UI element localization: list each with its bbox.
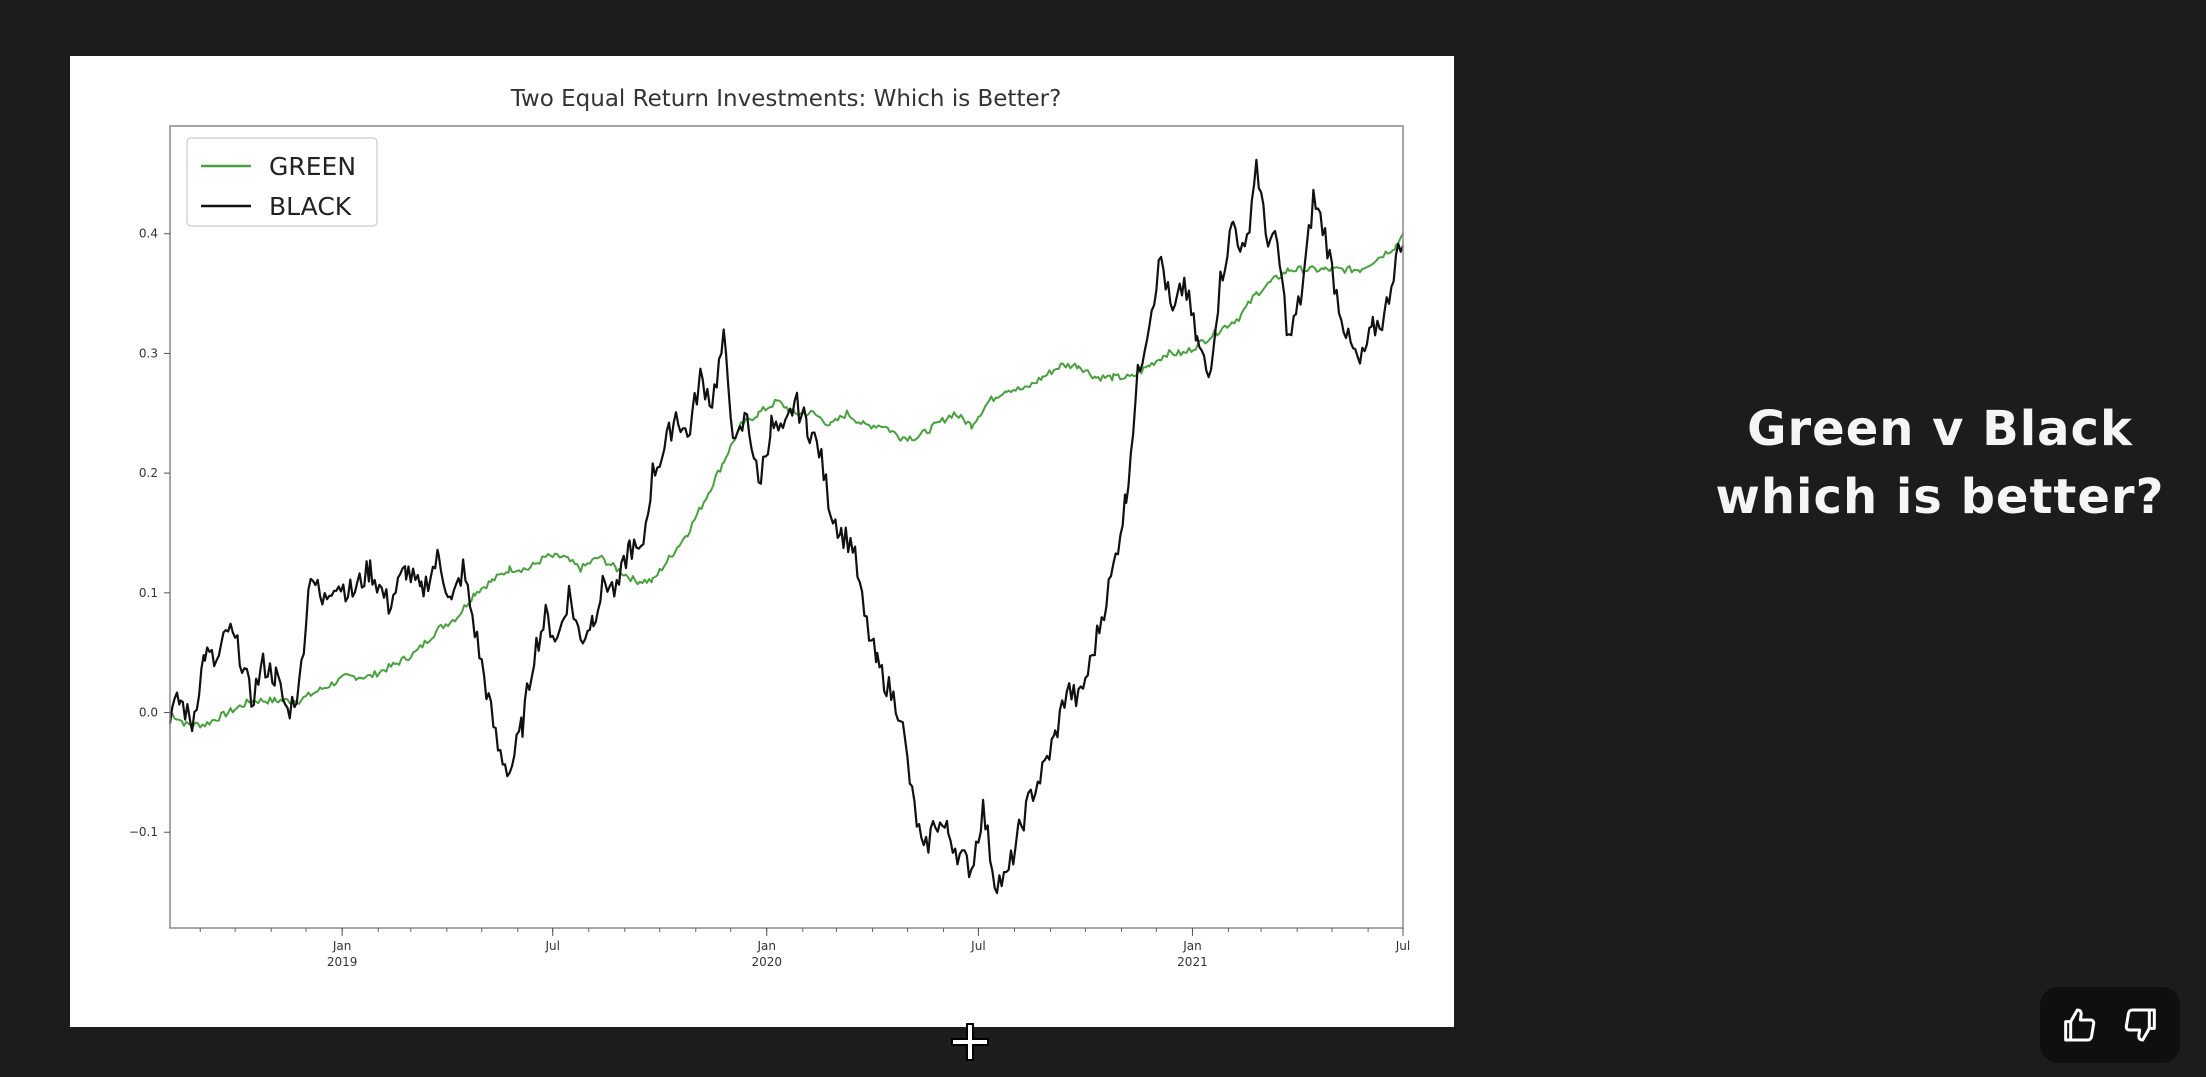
y-tick-label: −0.1 — [129, 825, 158, 839]
thumbs-up-icon — [2064, 1008, 2096, 1042]
series-line-black — [168, 158, 1405, 895]
y-tick-label: 0.1 — [139, 586, 158, 600]
x-tick-year-label: 2021 — [1177, 955, 1208, 969]
y-tick-label: 0.3 — [139, 346, 158, 360]
chart-title: Two Equal Return Investments: Which is B… — [510, 86, 1062, 112]
x-tick-label: Jul — [970, 939, 985, 953]
chart-slide: Two Equal Return Investments: Which is B… — [70, 56, 1454, 1027]
y-tick-label: 0.2 — [139, 466, 158, 480]
thumbs-up-button[interactable] — [2053, 999, 2105, 1051]
feedback-bar — [2040, 987, 2180, 1063]
x-tick-year-label: 2020 — [751, 955, 782, 969]
plot-frame — [169, 125, 1404, 929]
y-tick-label: 0.0 — [139, 706, 158, 720]
legend-label-green: GREEN — [269, 152, 356, 181]
crosshair-move-icon — [950, 1022, 990, 1062]
caption-line-2: which is better? — [1715, 469, 2165, 525]
x-tick-year-label: 2019 — [327, 955, 358, 969]
legend-label-black: BLACK — [269, 192, 352, 221]
thumbs-down-icon — [2124, 1008, 2156, 1042]
caption-line-1: Green v Black — [1747, 401, 2133, 457]
x-tick-label: Jul — [1395, 939, 1410, 953]
x-tick-label: Jul — [544, 939, 559, 953]
x-tick-label: Jan — [1182, 939, 1202, 953]
legend-box — [186, 137, 378, 227]
x-tick-label: Jan — [756, 939, 776, 953]
line-chart: Two Equal Return Investments: Which is B… — [129, 86, 1410, 969]
x-tick-label: Jan — [332, 939, 352, 953]
side-caption: Green v Black which is better? — [1700, 395, 2180, 531]
y-tick-label: 0.4 — [139, 227, 158, 241]
thumbs-down-button[interactable] — [2115, 999, 2167, 1051]
